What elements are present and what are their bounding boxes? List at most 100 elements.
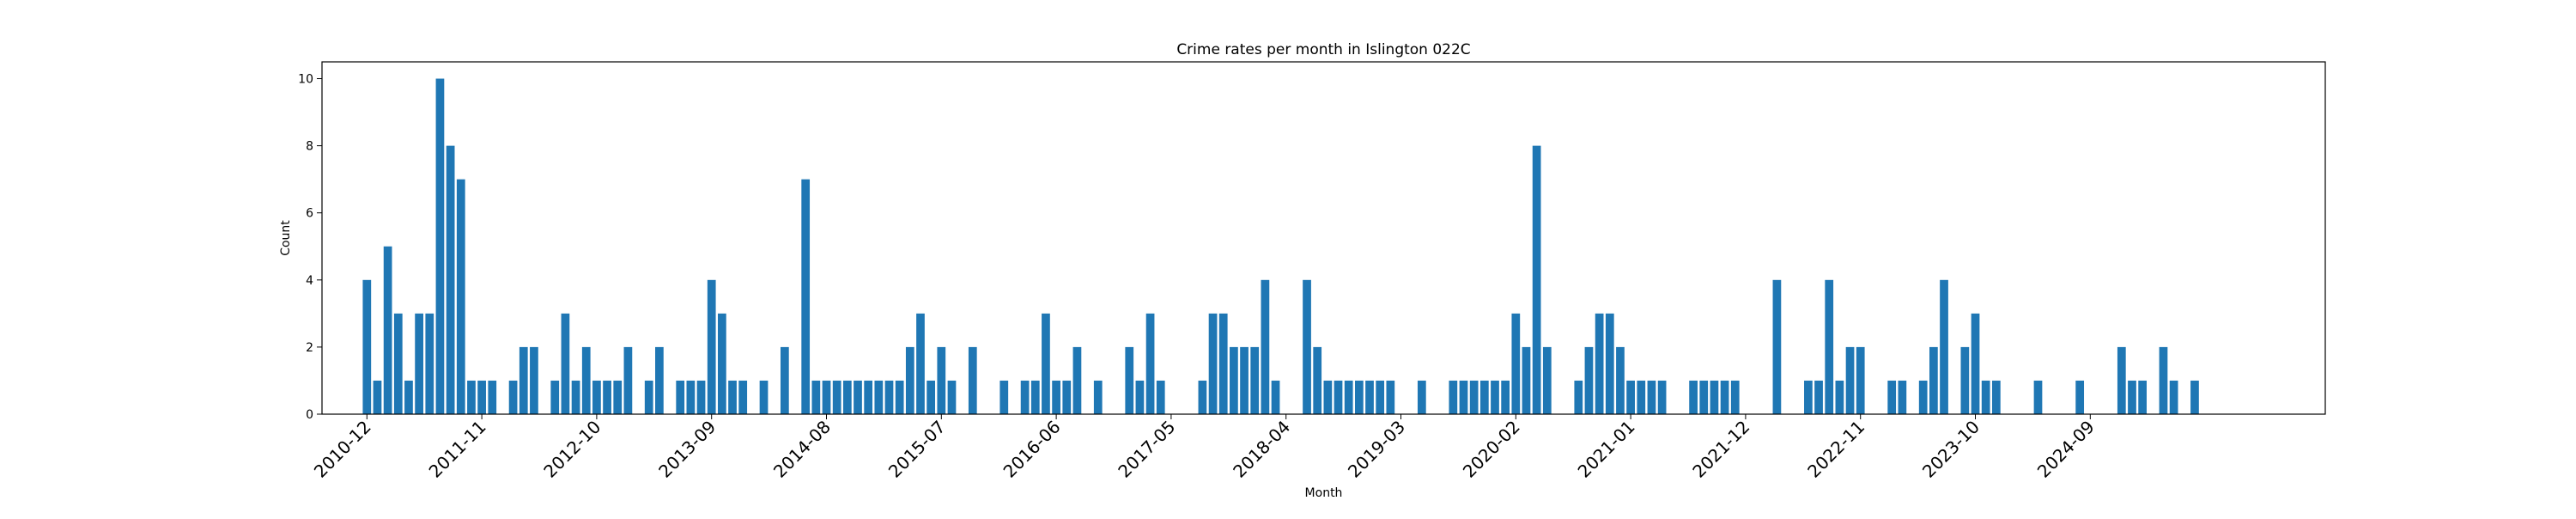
y-tick-label: 4 xyxy=(306,274,313,288)
bar xyxy=(1501,380,1510,414)
bar xyxy=(1469,380,1479,414)
bar xyxy=(1804,380,1813,414)
bar xyxy=(592,380,601,414)
bar xyxy=(707,279,716,414)
bar xyxy=(686,380,696,414)
bar xyxy=(1344,380,1353,414)
bar xyxy=(1208,313,1218,414)
plot-frame xyxy=(321,61,2326,415)
bar xyxy=(2169,380,2178,414)
bar xyxy=(1459,380,1468,414)
bar xyxy=(1898,380,1907,414)
bar xyxy=(2190,380,2199,414)
bar xyxy=(393,313,403,414)
bar xyxy=(1626,380,1635,414)
bar xyxy=(603,380,611,414)
bar xyxy=(1825,279,1834,414)
bar xyxy=(905,346,914,414)
bar xyxy=(1135,380,1145,414)
bar xyxy=(1574,380,1583,414)
chart-title: Crime rates per month in Islington 022C xyxy=(1176,41,1470,58)
bar xyxy=(644,380,653,414)
bar xyxy=(916,313,925,414)
y-tick-label: 10 xyxy=(298,73,313,87)
bar xyxy=(854,380,862,414)
bar xyxy=(999,380,1009,414)
bar xyxy=(1981,380,1990,414)
bar xyxy=(1062,380,1072,414)
bar xyxy=(383,246,392,414)
bar xyxy=(1542,346,1552,414)
bar xyxy=(1218,313,1228,414)
bar xyxy=(822,380,831,414)
bar xyxy=(613,380,623,414)
bar xyxy=(832,380,841,414)
bar xyxy=(435,78,445,415)
bar xyxy=(1042,313,1050,414)
bar xyxy=(696,380,706,414)
bar xyxy=(1845,346,1855,414)
bar xyxy=(1491,380,1499,414)
bar xyxy=(425,313,434,414)
bar xyxy=(446,145,455,414)
bar xyxy=(456,179,465,415)
bar xyxy=(864,380,873,414)
bar xyxy=(1522,346,1531,414)
bar xyxy=(895,380,904,414)
bar xyxy=(550,380,560,414)
bar xyxy=(1271,380,1280,414)
bar xyxy=(1334,380,1343,414)
bar xyxy=(780,346,789,414)
y-tick-label: 8 xyxy=(306,140,313,154)
bar xyxy=(1313,346,1322,414)
bar xyxy=(571,380,580,414)
bar xyxy=(968,346,977,414)
bar xyxy=(927,380,936,414)
bar xyxy=(2075,380,2085,414)
bar xyxy=(1386,380,1395,414)
bar xyxy=(1971,313,1980,414)
bar xyxy=(1323,380,1333,414)
bar xyxy=(1856,346,1865,414)
y-tick-label: 2 xyxy=(306,341,313,355)
bar xyxy=(1156,380,1165,414)
bar xyxy=(1365,380,1374,414)
bar xyxy=(1720,380,1729,414)
bar xyxy=(655,346,664,414)
bar xyxy=(1991,380,2001,414)
bar xyxy=(1699,380,1709,414)
bar xyxy=(1689,380,1698,414)
bar xyxy=(373,380,382,414)
bar xyxy=(1616,346,1625,414)
bar xyxy=(1376,380,1385,414)
bar xyxy=(1710,380,1719,414)
y-tick-label: 6 xyxy=(306,207,313,221)
bar xyxy=(1929,346,1938,414)
bar xyxy=(1584,346,1594,414)
bar xyxy=(1479,380,1489,414)
bar xyxy=(759,380,769,414)
bar xyxy=(1354,380,1364,414)
bar xyxy=(1093,380,1103,414)
bar xyxy=(1417,380,1426,414)
x-axis-label: Month xyxy=(1305,486,1343,500)
y-axis-label: Count xyxy=(279,220,293,256)
bar xyxy=(1261,279,1270,414)
bar xyxy=(1960,346,1970,414)
y-axis: 0 2 4 6 8 10 xyxy=(298,73,322,422)
bar xyxy=(415,313,423,414)
bar xyxy=(561,313,570,414)
bar xyxy=(811,380,821,414)
bar xyxy=(1052,380,1060,414)
bar xyxy=(1198,380,1207,414)
bar xyxy=(947,380,957,414)
bar xyxy=(1835,380,1844,414)
bar xyxy=(488,380,497,414)
bar xyxy=(842,380,852,414)
bar xyxy=(738,380,748,414)
bar xyxy=(2033,380,2043,414)
bar xyxy=(623,346,633,414)
bar xyxy=(1240,346,1249,414)
